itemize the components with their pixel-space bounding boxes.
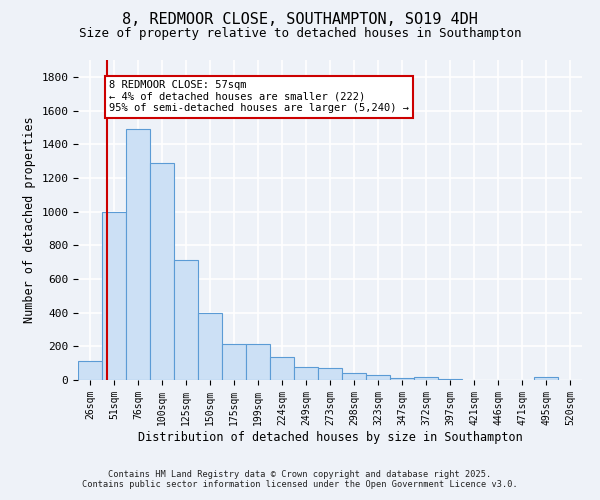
Y-axis label: Number of detached properties: Number of detached properties: [23, 116, 36, 324]
Text: 8 REDMOOR CLOSE: 57sqm
← 4% of detached houses are smaller (222)
95% of semi-det: 8 REDMOOR CLOSE: 57sqm ← 4% of detached …: [109, 80, 409, 114]
Bar: [222, 344, 246, 380]
Bar: [294, 368, 318, 380]
Bar: [318, 368, 342, 380]
Bar: [78, 362, 102, 380]
Bar: [270, 358, 294, 380]
Bar: [438, 379, 462, 380]
Text: Size of property relative to detached houses in Southampton: Size of property relative to detached ho…: [79, 28, 521, 40]
Bar: [198, 312, 222, 380]
Bar: [150, 162, 174, 380]
X-axis label: Distribution of detached houses by size in Southampton: Distribution of detached houses by size …: [137, 430, 523, 444]
Bar: [246, 344, 270, 380]
Bar: [366, 375, 390, 380]
Bar: [390, 378, 414, 380]
Bar: [342, 374, 366, 380]
Text: Contains HM Land Registry data © Crown copyright and database right 2025.
Contai: Contains HM Land Registry data © Crown c…: [82, 470, 518, 489]
Bar: [126, 129, 150, 380]
Text: 8, REDMOOR CLOSE, SOUTHAMPTON, SO19 4DH: 8, REDMOOR CLOSE, SOUTHAMPTON, SO19 4DH: [122, 12, 478, 28]
Bar: [414, 376, 438, 380]
Bar: [102, 212, 126, 380]
Bar: [534, 378, 558, 380]
Bar: [174, 260, 198, 380]
